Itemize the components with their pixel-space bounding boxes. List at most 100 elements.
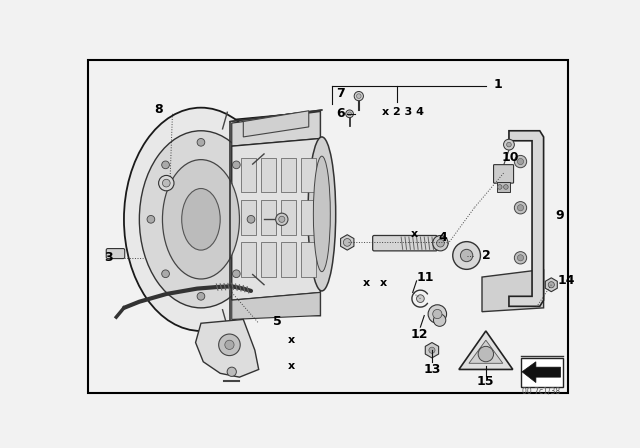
Polygon shape <box>522 362 561 383</box>
Circle shape <box>162 270 170 278</box>
FancyBboxPatch shape <box>106 249 125 258</box>
Text: 11: 11 <box>417 271 434 284</box>
Text: 7: 7 <box>336 87 345 100</box>
FancyBboxPatch shape <box>261 200 276 235</box>
Circle shape <box>162 161 170 169</box>
Circle shape <box>417 295 424 302</box>
Text: 9: 9 <box>555 209 564 222</box>
Polygon shape <box>232 138 320 300</box>
Circle shape <box>232 161 240 169</box>
Circle shape <box>163 179 170 187</box>
Circle shape <box>504 185 508 190</box>
Text: 15: 15 <box>476 375 494 388</box>
Text: 14: 14 <box>557 275 575 288</box>
FancyBboxPatch shape <box>261 158 276 192</box>
Text: 13: 13 <box>423 363 440 376</box>
FancyBboxPatch shape <box>281 158 296 192</box>
Polygon shape <box>243 111 308 137</box>
Circle shape <box>147 215 155 223</box>
Circle shape <box>452 241 481 269</box>
Circle shape <box>247 215 255 223</box>
Text: 8: 8 <box>154 103 163 116</box>
Polygon shape <box>196 319 259 377</box>
Text: 4: 4 <box>438 231 447 244</box>
Circle shape <box>159 176 174 191</box>
Circle shape <box>356 94 361 99</box>
Ellipse shape <box>308 137 336 291</box>
Polygon shape <box>426 343 438 358</box>
Circle shape <box>344 238 351 246</box>
FancyBboxPatch shape <box>372 236 437 251</box>
Ellipse shape <box>140 131 262 308</box>
Circle shape <box>478 346 493 362</box>
Ellipse shape <box>163 159 239 279</box>
Circle shape <box>232 270 240 278</box>
Circle shape <box>504 139 515 150</box>
Circle shape <box>517 159 524 165</box>
Polygon shape <box>197 112 320 315</box>
FancyBboxPatch shape <box>261 242 276 277</box>
Circle shape <box>433 310 442 319</box>
Circle shape <box>354 91 364 101</box>
Circle shape <box>507 142 511 147</box>
Polygon shape <box>482 269 543 312</box>
Circle shape <box>227 367 236 376</box>
Circle shape <box>219 334 240 356</box>
Circle shape <box>515 155 527 168</box>
Circle shape <box>279 216 285 222</box>
FancyBboxPatch shape <box>301 158 316 192</box>
FancyBboxPatch shape <box>241 158 257 192</box>
FancyBboxPatch shape <box>493 165 513 183</box>
Circle shape <box>225 340 234 349</box>
Ellipse shape <box>182 189 220 250</box>
Circle shape <box>197 138 205 146</box>
Circle shape <box>276 213 288 225</box>
Polygon shape <box>545 278 557 292</box>
Ellipse shape <box>314 156 330 271</box>
Circle shape <box>515 202 527 214</box>
Circle shape <box>346 110 353 118</box>
Text: 1: 1 <box>493 78 502 91</box>
Circle shape <box>428 305 447 323</box>
Circle shape <box>460 250 473 262</box>
Circle shape <box>436 239 444 247</box>
Polygon shape <box>509 131 543 306</box>
Text: 5: 5 <box>273 315 282 328</box>
Text: x: x <box>287 361 294 370</box>
Text: x: x <box>363 278 370 288</box>
FancyBboxPatch shape <box>497 182 509 192</box>
Circle shape <box>497 185 502 190</box>
Circle shape <box>515 252 527 264</box>
FancyBboxPatch shape <box>241 242 257 277</box>
Text: 3: 3 <box>104 251 113 264</box>
FancyBboxPatch shape <box>301 200 316 235</box>
Text: 12: 12 <box>410 328 428 341</box>
FancyBboxPatch shape <box>241 200 257 235</box>
Text: x: x <box>287 335 294 345</box>
Text: 10: 10 <box>501 151 519 164</box>
Circle shape <box>517 255 524 261</box>
FancyBboxPatch shape <box>301 242 316 277</box>
Circle shape <box>433 314 446 326</box>
Polygon shape <box>232 293 320 319</box>
Text: x: x <box>411 229 418 239</box>
Circle shape <box>197 293 205 300</box>
FancyBboxPatch shape <box>520 358 563 387</box>
Text: x: x <box>380 278 387 288</box>
Circle shape <box>348 112 351 116</box>
FancyBboxPatch shape <box>281 242 296 277</box>
Circle shape <box>517 205 524 211</box>
Text: x 2 3 4: x 2 3 4 <box>382 107 424 116</box>
Text: 00 7c1/38: 00 7c1/38 <box>522 387 561 396</box>
Circle shape <box>548 282 554 288</box>
FancyBboxPatch shape <box>281 200 296 235</box>
Polygon shape <box>340 235 354 250</box>
Polygon shape <box>469 340 503 363</box>
Polygon shape <box>459 331 513 370</box>
Circle shape <box>429 347 435 353</box>
Circle shape <box>433 236 448 251</box>
Ellipse shape <box>124 108 278 331</box>
Text: 6: 6 <box>336 108 345 121</box>
Polygon shape <box>232 112 320 146</box>
Text: 2: 2 <box>482 249 491 262</box>
